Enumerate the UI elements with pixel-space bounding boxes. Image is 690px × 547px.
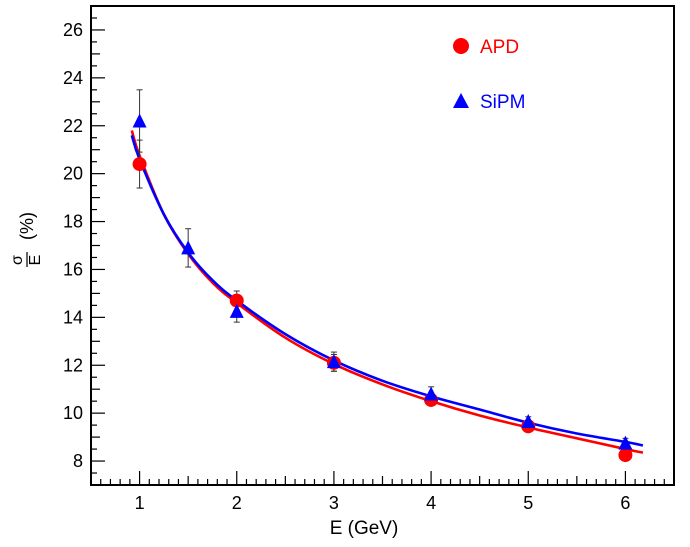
apd-data-point — [618, 448, 633, 463]
sipm-data-point — [132, 113, 147, 128]
sipm-data-point — [181, 240, 196, 255]
y-label-denominator: E — [27, 255, 44, 266]
sipm-data-point — [229, 303, 244, 318]
sipm-data-point — [521, 414, 536, 429]
x-tick-label: 4 — [426, 493, 436, 513]
x-tick-label: 2 — [232, 493, 242, 513]
sipm-data-point — [618, 435, 633, 450]
y-tick-label: 16 — [63, 259, 83, 279]
y-label-suffix: (%) — [17, 212, 37, 240]
y-tick-label: 24 — [63, 68, 83, 88]
x-axis-label: E (GeV) — [330, 518, 399, 539]
y-tick-label: 20 — [63, 164, 83, 184]
y-axis-label: σ E (%) — [9, 212, 44, 267]
legend-apd-marker — [453, 38, 469, 54]
x-tick-label: 1 — [135, 493, 145, 513]
y-tick-label: 18 — [63, 212, 83, 232]
legend-apd-label: APD — [480, 37, 519, 58]
y-tick-label: 22 — [63, 116, 83, 136]
legend-sipm-marker — [453, 93, 469, 108]
legend-sipm-label: SiPM — [480, 92, 525, 113]
sipm-data-point — [424, 386, 439, 401]
y-tick-label: 12 — [63, 355, 83, 375]
x-tick-label: 3 — [329, 493, 339, 513]
sipm-data-point — [326, 354, 341, 369]
y-tick-label: 8 — [73, 451, 83, 471]
y-label-numerator: σ — [9, 255, 26, 265]
sipm-fit-curve — [130, 134, 644, 447]
apd-data-point — [132, 157, 147, 172]
plot-frame — [90, 5, 675, 486]
apd-data-point — [229, 293, 244, 308]
x-tick-label: 6 — [620, 493, 630, 513]
y-tick-label: 10 — [63, 403, 83, 423]
y-tick-label: 14 — [63, 307, 83, 327]
apd-fit-curve — [130, 130, 644, 454]
y-tick-label: 26 — [63, 20, 83, 40]
x-tick-label: 5 — [523, 493, 533, 513]
